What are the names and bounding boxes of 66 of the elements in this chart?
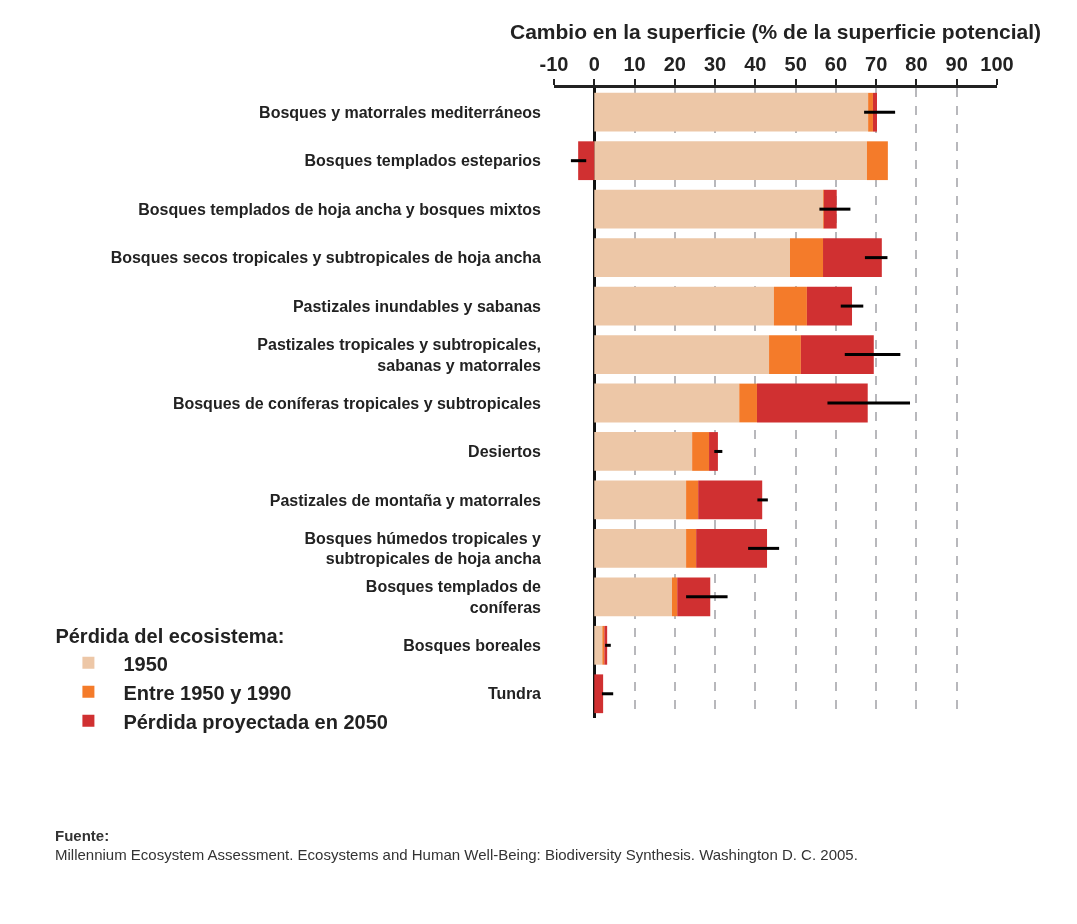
bar bbox=[696, 529, 768, 568]
bar bbox=[594, 674, 604, 714]
y-tick-label: Bosques templados de coníferas bbox=[365, 578, 542, 616]
y-tick-label: Tundra bbox=[487, 685, 542, 703]
bar bbox=[594, 529, 687, 568]
x-tick-label: 20 bbox=[663, 53, 686, 75]
bar bbox=[756, 383, 868, 423]
bar bbox=[677, 577, 711, 617]
y-tick-label: Pastizales tropicales y subtropicales, sabanas y matorrales bbox=[257, 335, 542, 374]
bar bbox=[868, 92, 873, 132]
y-tick-label: Bosques templados de hoja ancha y bosques mixtos bbox=[138, 200, 542, 218]
bar bbox=[823, 189, 837, 229]
bar bbox=[773, 286, 807, 326]
x-axis-title: Cambio en la superficie (% de la superficie potencial) bbox=[510, 20, 1041, 44]
x-tick-label: 70 bbox=[865, 53, 888, 75]
legend-title: Pérdida del ecosistema: bbox=[55, 625, 285, 648]
bar bbox=[806, 286, 853, 326]
x-tick-label: 40 bbox=[744, 53, 767, 75]
y-tick-label: Desiertos bbox=[468, 443, 542, 461]
bar bbox=[672, 577, 678, 617]
x-tick-label: 100 bbox=[980, 53, 1014, 75]
bar bbox=[578, 141, 595, 181]
bar bbox=[594, 92, 869, 132]
bar bbox=[872, 92, 877, 132]
bar bbox=[823, 238, 882, 277]
bar bbox=[594, 238, 790, 277]
text: Millennium Ecosystem Assessment. Ecosystems and Human Well-Being: Biodiversity Synthesis. Washington D. C. 2005. bbox=[55, 846, 858, 863]
y-tick-label: Pastizales inundables y sabanas bbox=[292, 297, 542, 315]
y-tick-label: Bosques y matorrales mediterráneos bbox=[259, 103, 542, 121]
x-tick-label: 60 bbox=[824, 53, 848, 75]
bar bbox=[739, 383, 757, 423]
y-tick-label: Bosques húmedos tropicales y subtropicales de hoja ancha bbox=[304, 529, 542, 568]
bar bbox=[800, 335, 874, 374]
y-tick-label: Bosques secos tropicales y subtropicales de hoja ancha bbox=[110, 249, 542, 267]
y-tick-label: Bosques de coníferas tropicales y subtropicales bbox=[172, 394, 542, 412]
x-tick-label: 30 bbox=[703, 53, 727, 75]
bar bbox=[769, 335, 801, 374]
bar bbox=[594, 141, 867, 181]
bar bbox=[594, 383, 740, 423]
bar bbox=[686, 529, 697, 568]
source-note: Fuente: bbox=[55, 827, 110, 844]
bar bbox=[594, 189, 824, 229]
x-tick-label: 0 bbox=[588, 53, 600, 75]
bar bbox=[594, 625, 603, 665]
bar bbox=[594, 577, 672, 617]
bar bbox=[594, 335, 770, 374]
x-tick-label: 90 bbox=[945, 53, 968, 75]
legend-label: Pérdida proyectada en 2050 bbox=[123, 710, 388, 733]
bar bbox=[594, 286, 774, 326]
x-tick-label: 50 bbox=[784, 53, 807, 75]
bar bbox=[692, 432, 710, 471]
legend-label: Entre 1950 y 1990 bbox=[123, 681, 292, 704]
x-tick-label: -10 bbox=[539, 53, 569, 75]
y-tick-label: Bosques templados esteparios bbox=[304, 152, 542, 170]
legend-label: 1950 bbox=[123, 652, 168, 675]
x-tick-label: 80 bbox=[905, 53, 928, 75]
bar bbox=[698, 480, 763, 520]
bar bbox=[594, 480, 687, 520]
y-tick-label: Pastizales de montaña y matorrales bbox=[269, 491, 542, 509]
y-tick-label: Bosques boreales bbox=[403, 636, 542, 654]
bar bbox=[709, 432, 718, 471]
bar bbox=[790, 238, 824, 277]
bar bbox=[686, 480, 699, 520]
x-tick-label: 10 bbox=[623, 53, 646, 75]
bar bbox=[594, 432, 693, 471]
bar bbox=[866, 141, 888, 181]
